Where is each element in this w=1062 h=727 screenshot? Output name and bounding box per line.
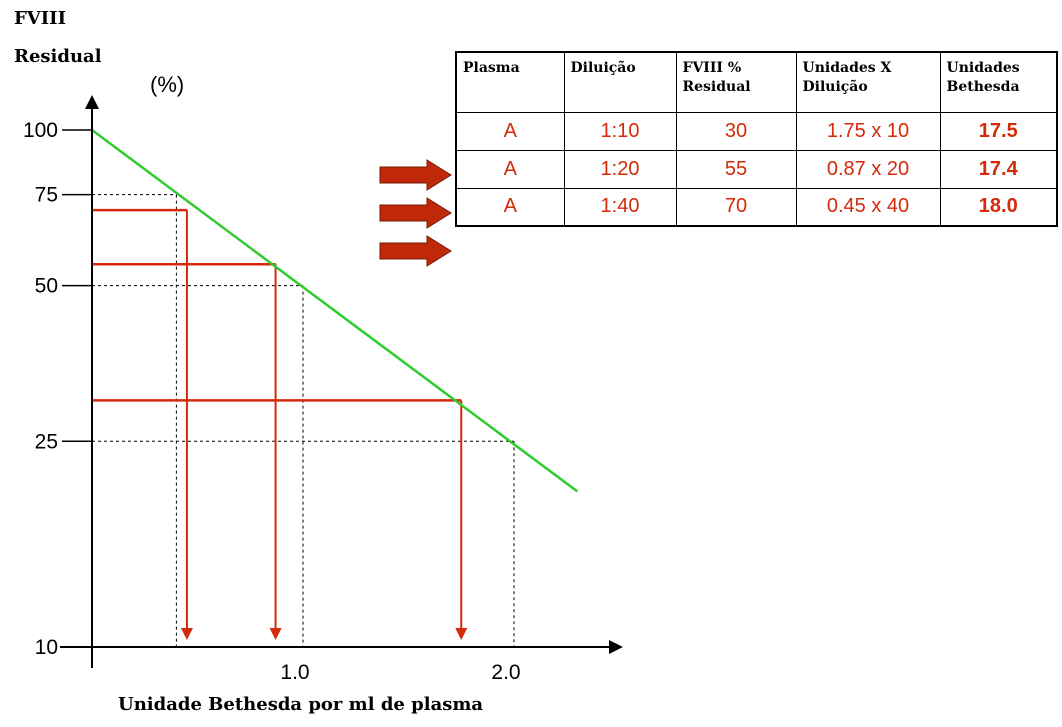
table-cell: 1:40 xyxy=(563,187,677,227)
x-tick-label: 2.0 xyxy=(491,661,520,684)
series-line xyxy=(91,128,579,493)
y-tick-label: 25 xyxy=(35,430,58,453)
x-tick-label: 1.0 xyxy=(280,661,309,684)
row-pointer-arrow xyxy=(379,159,452,191)
table-header-cell: Unidades Bethesda xyxy=(939,51,1058,113)
y-axis-title-line1: FVIII xyxy=(14,8,67,29)
table-cell: 1.75 x 10 xyxy=(795,111,941,151)
x-axis-title: Unidade Bethesda por ml de plasma xyxy=(118,694,484,715)
table-cell: 30 xyxy=(675,111,797,151)
y-axis-title-line2: Residual xyxy=(14,46,102,67)
table-cell: 0.45 x 40 xyxy=(795,187,941,227)
table-header-cell: Unidades X Diluição xyxy=(795,51,941,113)
table-row: A 1:40 70 0.45 x 40 18.0 xyxy=(455,187,1058,227)
y-tick-label: 75 xyxy=(35,184,58,207)
y-axis-unit-label: (%) xyxy=(150,72,185,97)
table-cell: 1:10 xyxy=(563,111,677,151)
table-row: A 1:20 55 0.87 x 20 17.4 xyxy=(455,149,1058,189)
table-header-cell: FVIII % Residual xyxy=(675,51,797,113)
row-pointer-arrow xyxy=(379,235,452,267)
y-tick-label: 100 xyxy=(23,119,58,142)
table-row: A 1:10 30 1.75 x 10 17.5 xyxy=(455,111,1058,151)
y-tick-label: 10 xyxy=(35,636,58,659)
table-cell: 1:20 xyxy=(563,149,677,189)
table-cell: 70 xyxy=(675,187,797,227)
table-cell: 55 xyxy=(675,149,797,189)
table-cell: A xyxy=(455,187,565,227)
table-cell: 0.87 x 20 xyxy=(795,149,941,189)
table-body: A 1:10 30 1.75 x 10 17.5 A 1:20 55 0.87 x 20 17.4… xyxy=(455,111,1058,227)
y-tick-label: 50 xyxy=(35,275,58,298)
table-cell: A xyxy=(455,149,565,189)
table-header-cell: Plasma xyxy=(455,51,565,113)
table-header-cell: Diluição xyxy=(563,51,677,113)
table-cell: 17.4 xyxy=(939,149,1058,189)
table-cell: 18.0 xyxy=(939,187,1058,227)
table-cell: 17.5 xyxy=(939,111,1058,151)
table-cell: A xyxy=(455,111,565,151)
row-pointer-arrow xyxy=(379,197,452,229)
